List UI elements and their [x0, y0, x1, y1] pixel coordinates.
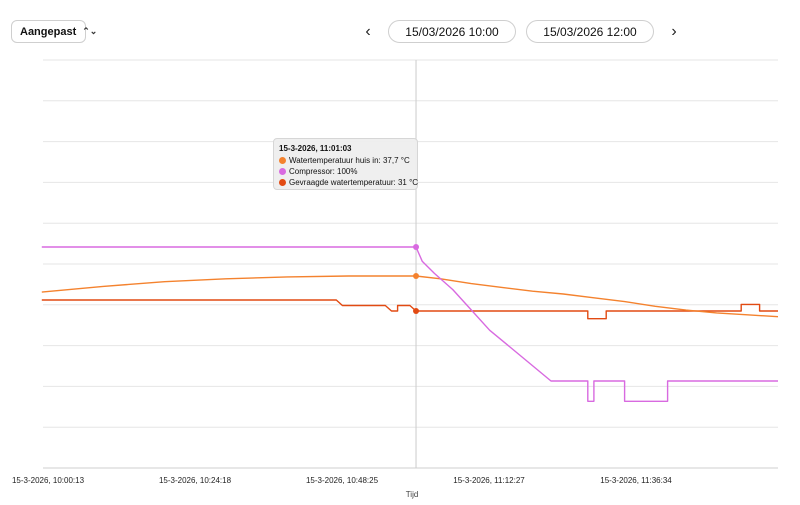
end-date-field[interactable]: 15/03/2026 12:00 — [526, 20, 654, 43]
series-line-1[interactable] — [41, 246, 778, 402]
x-tick-label: 15-3-2026, 10:48:25 — [305, 476, 379, 485]
tooltip-row-text: Gevraagde watertemperatuur: 31 °C — [289, 178, 419, 187]
end-date-value: 15/03/2026 12:00 — [543, 24, 637, 39]
legend-dot-icon — [279, 179, 286, 186]
tooltip-row: Compressor: 100% — [279, 166, 412, 177]
hover-point — [413, 308, 420, 314]
series-line-0[interactable] — [41, 275, 779, 318]
series-line-2[interactable] — [41, 299, 778, 320]
x-tick-label: 15-3-2026, 11:36:34 — [600, 476, 672, 485]
hover-point — [413, 244, 420, 250]
tooltip-row-text: Watertemperatuur huis in: 37,7 °C — [289, 156, 410, 165]
chart-tooltip: 15-3-2026, 11:01:03 Watertemperatuur hui… — [273, 138, 418, 190]
x-tick-label: 15-3-2026, 10:24:18 — [158, 476, 232, 485]
legend-dot-icon — [279, 168, 286, 175]
tooltip-row: Gevraagde watertemperatuur: 31 °C — [279, 177, 418, 188]
start-date-value: 15/03/2026 10:00 — [405, 24, 499, 39]
preset-select[interactable]: Aangepast ⌃⌄ — [11, 20, 97, 43]
start-date-field[interactable]: 15/03/2026 10:00 — [388, 20, 516, 43]
updown-chevron-icon: ⌃⌄ — [82, 26, 98, 36]
x-axis-label: Tijd — [405, 490, 419, 499]
x-tick-label: 15-3-2026, 10:00:13 — [11, 476, 85, 485]
legend-dot-icon — [279, 157, 286, 164]
x-tick-label: 15-3-2026, 11:12:27 — [453, 476, 525, 485]
tooltip-row: Watertemperatuur huis in: 37,7 °C — [279, 155, 412, 166]
preset-label: Aangepast — [20, 25, 77, 38]
chevron-left-icon[interactable]: ‹ — [365, 23, 371, 40]
hover-point — [413, 273, 420, 279]
tooltip-title: 15-3-2026, 11:01:03 — [279, 144, 352, 153]
chevron-right-icon[interactable]: › — [671, 23, 677, 40]
tooltip-row-text: Compressor: 100% — [289, 167, 358, 176]
